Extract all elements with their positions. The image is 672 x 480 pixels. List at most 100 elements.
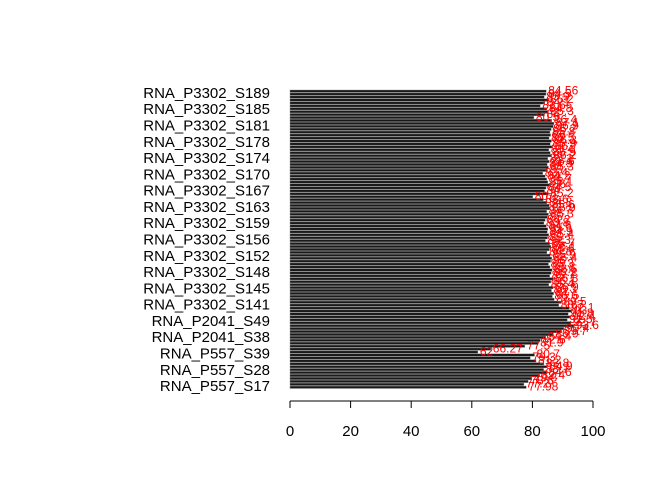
bar [289, 236, 548, 240]
bar [289, 207, 551, 210]
bar-value-label: 82.6 [542, 333, 566, 347]
bar [289, 177, 547, 181]
bar [289, 336, 546, 339]
bar-value-label: 85.3 [550, 207, 574, 221]
bar-value-label: 85.7 [552, 268, 576, 282]
bar-value-label: 84.2 [547, 168, 571, 182]
category-label: RNA_P3302_S167 [143, 183, 270, 200]
bar [289, 154, 552, 158]
bar [289, 171, 543, 175]
bar [289, 338, 541, 342]
bar-value-label: 84 [547, 107, 561, 121]
bar-value-label: 86.8 [555, 271, 579, 285]
bar-value-label: 86.3 [553, 133, 577, 147]
bar [289, 116, 535, 119]
bar [289, 166, 549, 169]
bar-value-label: 84.56 [548, 83, 578, 97]
bar [289, 239, 546, 243]
bar-value-label: 85.6 [551, 154, 575, 168]
bar-value-label: 85.6 [551, 242, 575, 256]
bar-value-label: 85.4 [551, 142, 575, 156]
bar-value-label: 79.3 [532, 350, 556, 364]
category-label: RNA_P3302_S148 [143, 264, 270, 281]
bar [289, 189, 545, 193]
bar [289, 292, 554, 295]
bar [289, 136, 550, 140]
bar [289, 286, 554, 289]
bar [289, 341, 539, 345]
x-tick-label: 0 [286, 423, 294, 440]
bar [289, 274, 550, 278]
bar-value-label: 91.5 [569, 312, 593, 326]
category-label: RNA_P3302_S145 [143, 280, 270, 297]
bar [289, 356, 531, 360]
bar [289, 139, 552, 143]
category-label: RNA_P3302_S185 [143, 101, 270, 118]
bar-value-label: 77.5 [527, 338, 551, 352]
x-tick-label: 20 [342, 423, 359, 440]
bar-value-label: 66.27 [493, 341, 523, 355]
bar-value-label: 89.5 [563, 294, 587, 308]
bar [289, 98, 549, 102]
bar-value-label: 86.2 [553, 122, 577, 136]
bar [289, 368, 544, 372]
bar [289, 192, 549, 196]
bar-value-label: 79.8 [534, 371, 558, 385]
bar-value-label: 84.9 [549, 157, 573, 171]
category-label: RNA_P557_S17 [160, 378, 270, 395]
category-label: RNA_P2041_S38 [152, 329, 270, 346]
bar-value-label: 85.1 [550, 221, 574, 235]
bar-value-label: 85.7 [552, 236, 576, 250]
category-label: RNA_P3302_S163 [143, 199, 270, 216]
bar-value-label: 84.8 [549, 245, 573, 259]
bar-value-label: 84.7 [549, 204, 573, 218]
bar [289, 306, 570, 310]
bar-value-label: 83.4 [545, 165, 569, 179]
bar [289, 330, 562, 333]
bar-value-label: 77.98 [528, 379, 558, 393]
bar [289, 380, 529, 383]
bar-value-label: 85.4 [551, 227, 575, 241]
bar-value-label: 86.4 [554, 250, 578, 264]
bar-value-label: 85.3 [550, 256, 574, 270]
bar-value-label: 80.1 [535, 189, 559, 203]
bar-value-label: 83.9 [546, 89, 570, 103]
bar-value-label: 84.7 [549, 171, 573, 185]
bar [289, 204, 550, 207]
bar [289, 303, 559, 307]
category-label: RNA_P3302_S170 [143, 166, 270, 183]
bar [289, 309, 572, 313]
bar-value-label: 84.9 [549, 224, 573, 238]
bar [289, 371, 547, 375]
bar [289, 327, 565, 331]
bar-value-label: 93 [574, 303, 588, 317]
bar-value-label: 62 [480, 344, 494, 358]
bar-value-label: 83.8 [546, 356, 570, 370]
bar [289, 133, 551, 137]
bar-value-label: 85.9 [552, 248, 576, 262]
bar-value-label: 85.8 [552, 124, 576, 138]
bar-value-label: 88.7 [561, 297, 585, 311]
bar [289, 127, 552, 131]
bar [289, 230, 548, 234]
bar-value-label: 85 [550, 209, 564, 223]
bar-value-label: 87.2 [556, 292, 580, 306]
bar-value-label: 85.3 [550, 160, 574, 174]
bar-value-label: 84.1 [547, 95, 571, 109]
bar [289, 265, 551, 269]
bar-value-label: 90.4 [566, 321, 590, 335]
bar-value-label: 82.4 [542, 368, 566, 382]
bar-value-label: 86.2 [553, 265, 577, 279]
bar [289, 365, 548, 369]
bar-value-label: 84.8 [549, 195, 573, 209]
category-label: RNA_P2041_S49 [152, 313, 270, 330]
bar-value-label: 89.7 [564, 324, 588, 338]
bar [289, 321, 572, 325]
bar-value-label: 84.4 [548, 330, 572, 344]
bar [289, 353, 535, 357]
bar [289, 277, 554, 281]
bar-value-label: 86 [553, 253, 567, 267]
bar [289, 142, 551, 146]
category-label: RNA_P3302_S174 [143, 150, 270, 167]
